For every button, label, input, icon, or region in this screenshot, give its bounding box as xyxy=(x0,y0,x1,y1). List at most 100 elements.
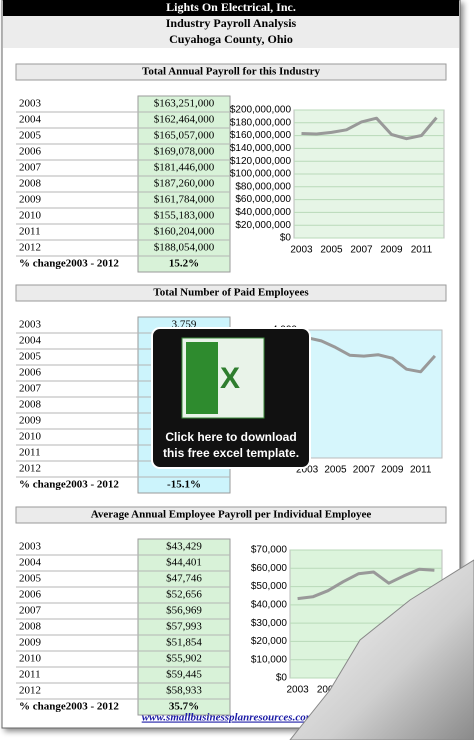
y-tick-label: $120,000,000 xyxy=(230,156,292,167)
row-year: 2006 xyxy=(19,589,42,601)
row-year: 2011 xyxy=(19,447,41,459)
header-bar xyxy=(3,0,459,16)
row-year: 2004 xyxy=(19,557,42,569)
row-year: 2012 xyxy=(19,463,41,475)
row-year: 2006 xyxy=(19,367,42,379)
x-tick-label: 2005 xyxy=(324,465,347,476)
y-tick-label: $200,000,000 xyxy=(230,105,292,116)
x-tick-label: 2003 xyxy=(290,245,313,256)
row-value: $169,078,000 xyxy=(154,146,215,158)
row-year: 2011 xyxy=(19,226,41,238)
y-tick-label: $20,000 xyxy=(251,636,288,647)
row-value: $187,260,000 xyxy=(154,178,215,190)
y-tick-label: $80,000,000 xyxy=(235,181,291,192)
row-year: 2010 xyxy=(19,431,42,443)
company: Lights On Electrical, Inc. xyxy=(166,0,296,14)
change-value: 35.7% xyxy=(169,701,199,713)
y-tick-label: $0 xyxy=(276,673,288,684)
row-value: $59,445 xyxy=(166,669,202,681)
value-column xyxy=(137,538,231,716)
y-tick-label: $140,000,000 xyxy=(230,143,292,154)
y-tick-label: $180,000,000 xyxy=(230,117,292,128)
row-year: 2008 xyxy=(19,621,42,633)
y-tick-label: $10,000 xyxy=(251,654,288,665)
location: Cuyahoga County, Ohio xyxy=(169,32,293,46)
data-line xyxy=(297,567,435,601)
row-year: 2007 xyxy=(19,162,42,174)
row-value: $188,054,000 xyxy=(154,242,215,254)
row-year: 2009 xyxy=(19,194,42,206)
data-line xyxy=(301,116,438,141)
y-tick-label: $100,000,000 xyxy=(230,169,292,180)
row-year: 2012 xyxy=(19,242,41,254)
footer-link[interactable]: www.smallbusinessplanresources.com xyxy=(142,712,315,724)
change-label: % change2003 - 2012 xyxy=(19,479,119,491)
row-value: $44,401 xyxy=(166,557,202,569)
x-tick-label: 2007 xyxy=(353,465,376,476)
page-curl xyxy=(288,559,474,741)
doc-title: Industry Payroll Analysis xyxy=(166,16,297,30)
row-value: $43,429 xyxy=(166,541,202,553)
plot-area xyxy=(299,329,443,459)
content: Total Annual Payroll for this Industry 20… xyxy=(15,63,447,716)
overlay-text[interactable]: this free excel template. xyxy=(163,446,299,460)
row-value: $56,969 xyxy=(166,605,202,617)
row-year: 2011 xyxy=(19,669,41,681)
y-tick-label: $0 xyxy=(280,233,292,244)
x-tick-label: 2007 xyxy=(350,245,373,256)
row-value: $155,183,000 xyxy=(154,210,215,222)
row-year: 2008 xyxy=(19,178,42,190)
row-year: 2003 xyxy=(19,541,42,553)
x-tick-label: 2005 xyxy=(320,245,343,256)
row-year: 2010 xyxy=(19,210,42,222)
x-tick-label: 2003 xyxy=(286,685,309,696)
change-value: 15.2% xyxy=(169,258,199,270)
row-year: 2005 xyxy=(19,573,42,585)
y-tick-label: $70,000 xyxy=(251,545,288,556)
download-overlay[interactable]: X Click here to download this free excel… xyxy=(151,327,311,469)
change-label: % change2003 - 2012 xyxy=(19,258,119,270)
row-year: 2004 xyxy=(19,335,42,347)
row-year: 2007 xyxy=(19,605,42,617)
change-value: -15.1% xyxy=(167,479,201,491)
row-year: 2009 xyxy=(19,415,42,427)
row-year: 2005 xyxy=(19,130,42,142)
y-tick-label: $30,000 xyxy=(251,618,288,629)
y-tick-label: $60,000,000 xyxy=(235,194,291,205)
x-tick-label: 2003 xyxy=(296,465,319,476)
y-tick-label: $20,000,000 xyxy=(235,220,291,231)
row-year: 2003 xyxy=(19,319,42,331)
section-title: Average Annual Employee Payroll per Indi… xyxy=(91,509,372,521)
x-tick-label: 2009 xyxy=(381,465,404,476)
value-column xyxy=(137,95,231,273)
x-tick-label: 2009 xyxy=(380,245,403,256)
x-tick-label: 2011 xyxy=(410,465,432,476)
section-bar xyxy=(15,506,447,524)
y-tick-label: $50,000 xyxy=(251,581,288,592)
row-value: $55,902 xyxy=(166,653,202,665)
change-label: % change2003 - 2012 xyxy=(19,701,119,713)
section-bar xyxy=(15,63,447,81)
row-value: $181,446,000 xyxy=(154,162,215,174)
row-year: 2005 xyxy=(19,351,42,363)
excel-icon-x xyxy=(186,342,218,414)
row-value: $47,746 xyxy=(166,573,202,585)
row-value: $162,464,000 xyxy=(154,114,215,126)
y-tick-label: $40,000,000 xyxy=(235,207,291,218)
row-value: $165,057,000 xyxy=(154,130,215,142)
row-value: $52,656 xyxy=(166,589,202,601)
row-year: 2008 xyxy=(19,399,42,411)
row-value: $58,933 xyxy=(166,685,202,697)
row-value: $160,204,000 xyxy=(154,226,215,238)
x-tick-label: 2011 xyxy=(411,245,433,256)
row-year: 2003 xyxy=(19,98,42,110)
overlay-text[interactable]: Click here to download xyxy=(165,430,296,444)
row-value: $163,251,000 xyxy=(154,98,215,110)
row-year: 2006 xyxy=(19,146,42,158)
row-year: 2012 xyxy=(19,685,41,697)
x-tick-label: 2005 xyxy=(317,685,340,696)
row-value: $161,784,000 xyxy=(154,194,215,206)
header-band xyxy=(3,16,459,48)
y-tick-label: $160,000,000 xyxy=(230,130,292,141)
